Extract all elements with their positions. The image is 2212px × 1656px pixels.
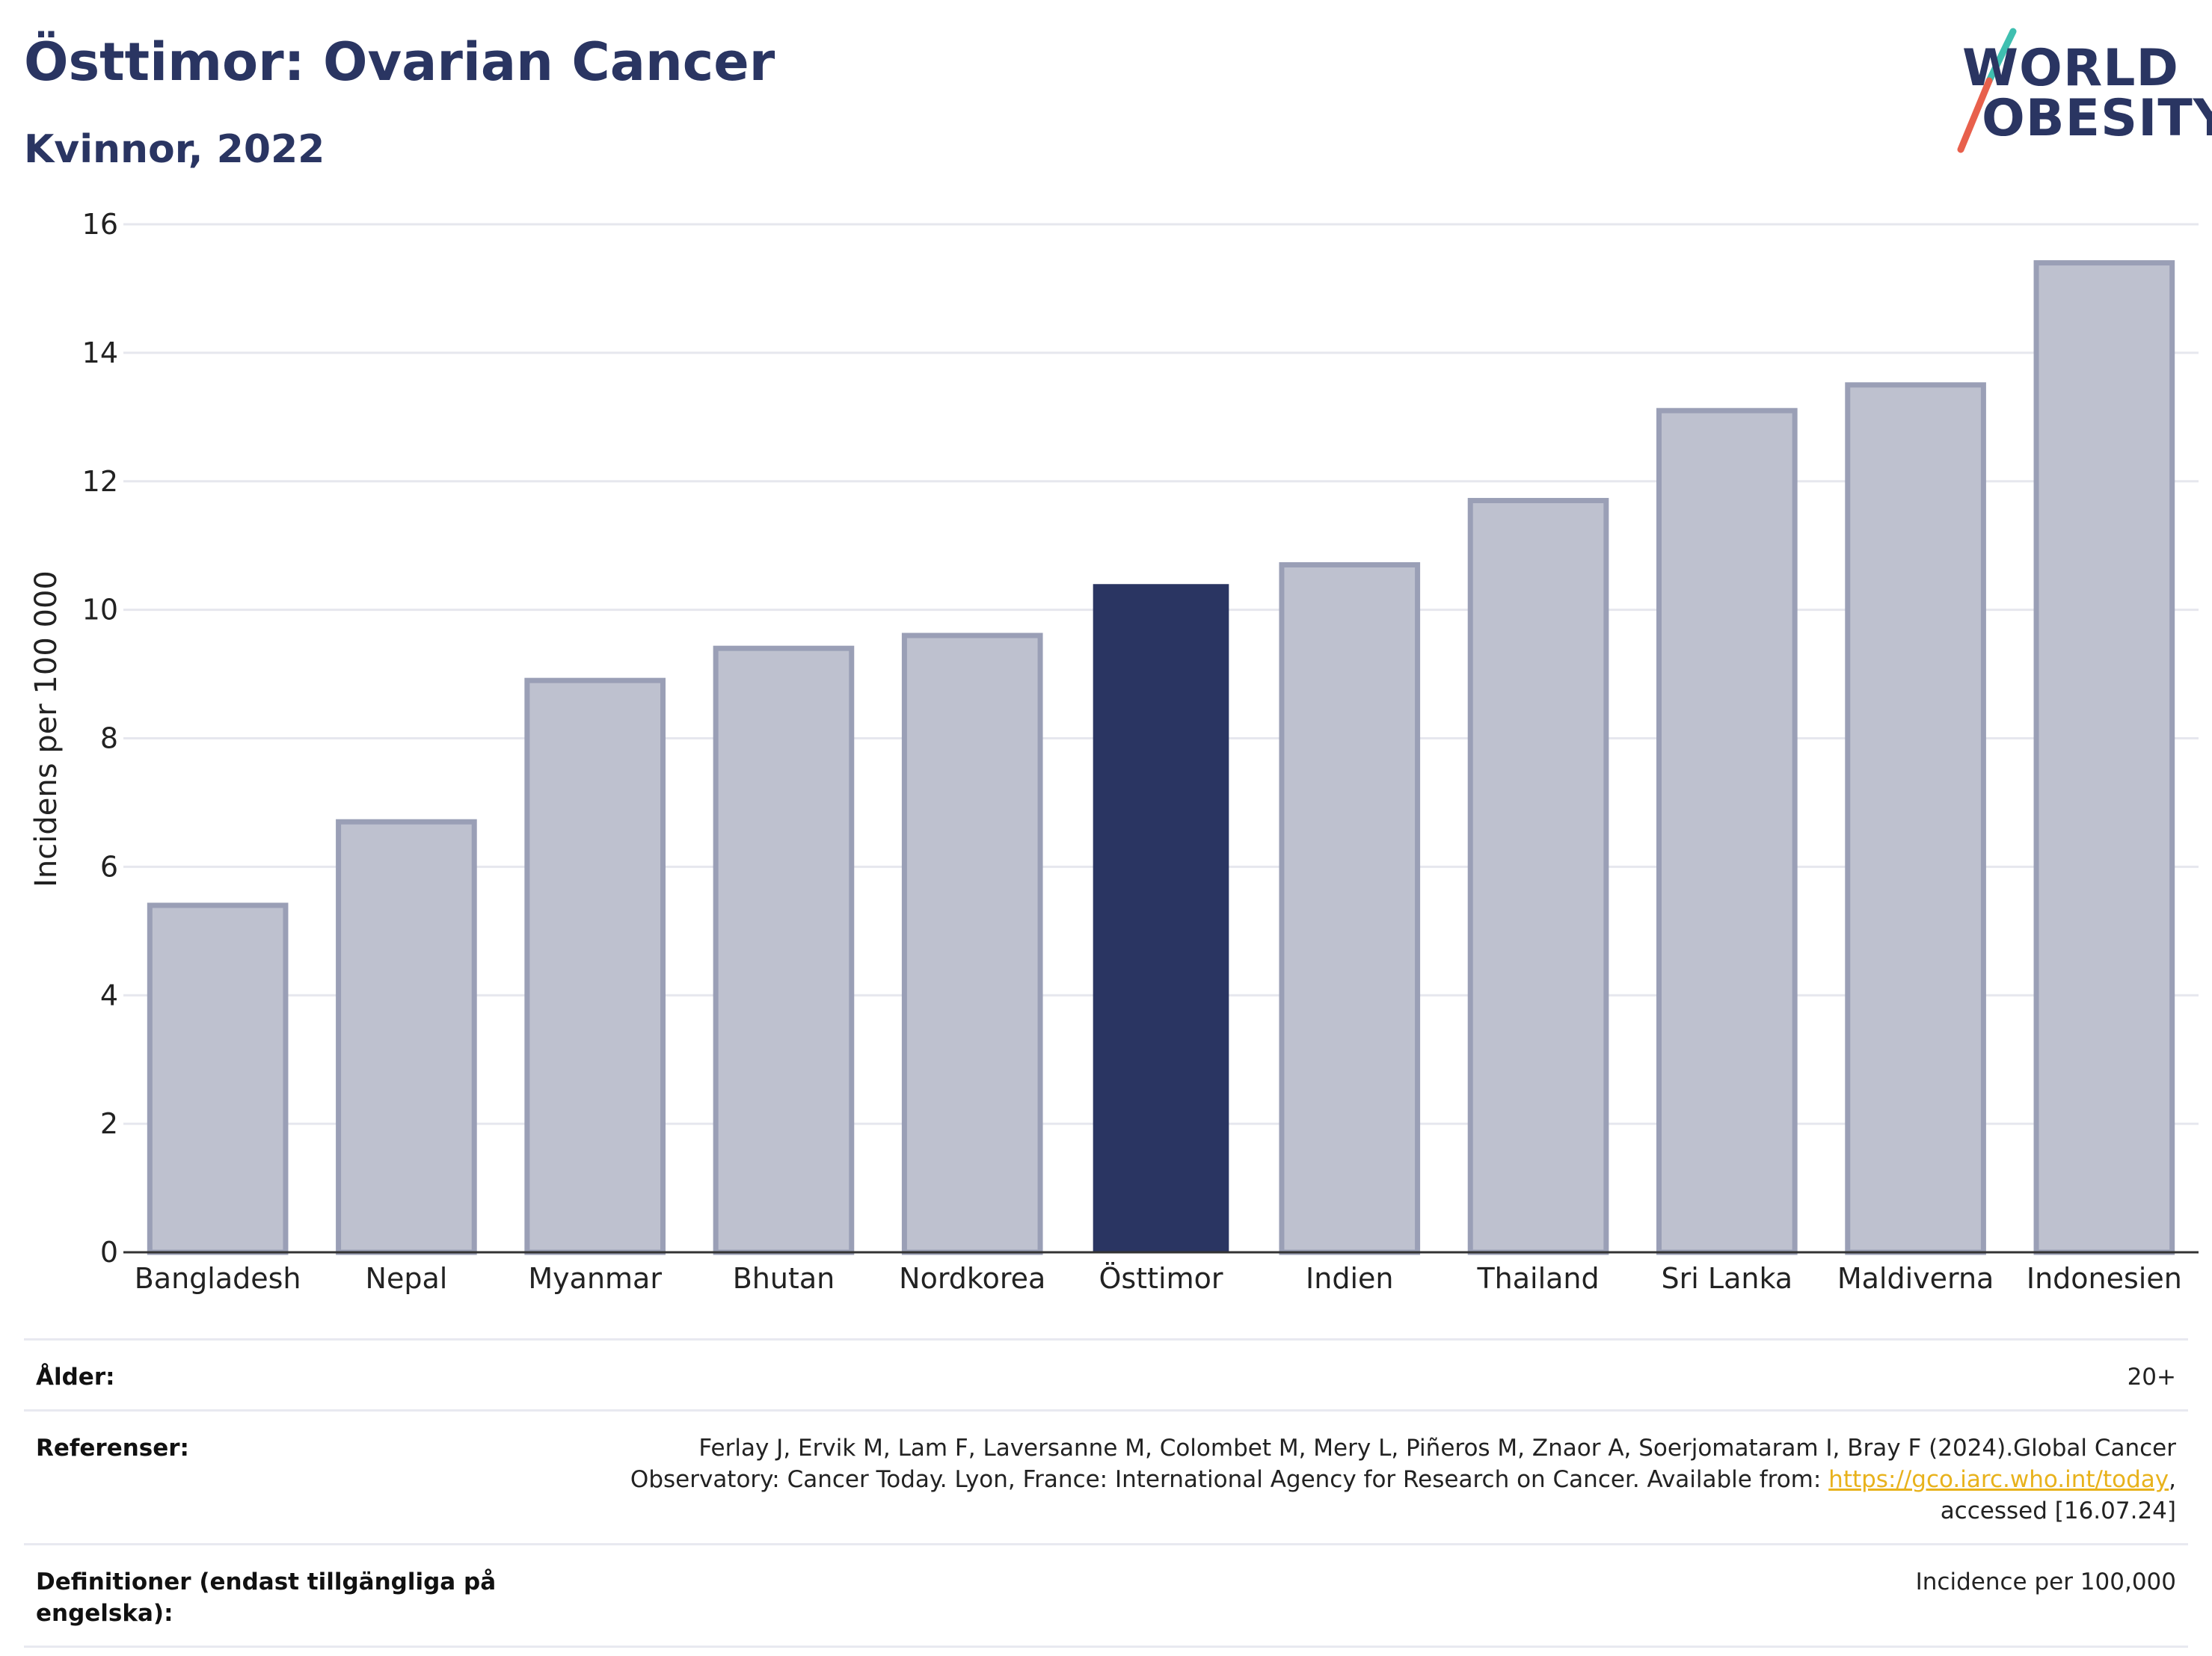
x-tick-label: Nepal: [366, 1262, 448, 1295]
y-tick-label: 0: [100, 1236, 118, 1269]
info-table: Ålder: 20+ Referenser: Ferlay J, Ervik M…: [24, 1338, 2188, 1648]
bar: [524, 677, 666, 1255]
bar-chart: 0 2 4 6 8 10 12 14 16 Bangladesh Nepal Myanmar Bhuta…: [29, 208, 2199, 1295]
bar: [147, 902, 289, 1255]
references-value: Ferlay J, Ervik M, Lam F, Laversanne M, …: [630, 1432, 2176, 1527]
bar: [1656, 407, 1798, 1255]
world-obesity-logo: WORLD OBESITY: [1944, 22, 2212, 157]
page-title: Östtimor: Ovarian Cancer: [24, 31, 775, 93]
y-tick-label: 4: [100, 979, 118, 1012]
bar: [1467, 498, 1609, 1255]
y-axis-title: Incidens per 100 000: [29, 570, 64, 887]
logo-text-world: WORLD: [1962, 39, 2179, 98]
reference-link[interactable]: https://gco.iarc.who.int/today: [1828, 1466, 2169, 1493]
bar: [2033, 260, 2175, 1255]
age-label: Ålder:: [36, 1364, 115, 1391]
bars: [147, 260, 2175, 1255]
bar: [901, 632, 1043, 1255]
y-tick-label: 10: [82, 594, 118, 627]
y-tick-label: 12: [82, 465, 118, 498]
references-label: Referenser:: [36, 1435, 189, 1462]
x-tick-label: Thailand: [1476, 1262, 1599, 1295]
reference-text-4: accessed [16.07.24]: [1940, 1498, 2176, 1524]
y-tick-label: 8: [100, 722, 118, 755]
x-tick-label: Bangladesh: [135, 1262, 301, 1295]
y-tick-label: 14: [82, 336, 118, 369]
y-tick-label: 16: [82, 208, 118, 241]
bar: [713, 645, 855, 1255]
x-tick-label: Östtimor: [1099, 1262, 1223, 1295]
logo-slash-icon: [1957, 28, 2017, 153]
x-tick-label: Myanmar: [528, 1262, 662, 1295]
axes: 0 2 4 6 8 10 12 14 16 Bangladesh Nepal Myanmar Bhuta…: [82, 208, 2199, 1295]
bar: [1845, 382, 1986, 1255]
definitions-label: Definitioner (endast tillgängliga på eng…: [36, 1569, 497, 1627]
x-tick-label: Nordkorea: [899, 1262, 1045, 1295]
info-row-age: Ålder: 20+: [24, 1341, 2188, 1412]
x-tick-label: Bhutan: [733, 1262, 835, 1295]
logo-text-obesity: OBESITY: [1982, 89, 2212, 148]
page-subtitle: Kvinnor, 2022: [24, 127, 325, 172]
x-tick-label: Indien: [1306, 1262, 1393, 1295]
bar: [336, 819, 477, 1255]
x-tick-label: Indonesien: [2027, 1262, 2182, 1295]
x-tick-label: Sri Lanka: [1662, 1262, 1793, 1295]
logo-slash-bottom: [1957, 77, 1993, 153]
x-tick-label: Maldiverna: [1837, 1262, 1994, 1295]
reference-text-1: Ferlay J, Ervik M, Lam F, Laversanne M, …: [698, 1435, 2176, 1462]
info-row-references: Referenser: Ferlay J, Ervik M, Lam F, La…: [24, 1412, 2188, 1545]
age-value: 20+: [2127, 1364, 2176, 1391]
definitions-value: Incidence per 100,000: [1915, 1569, 2176, 1595]
reference-text-2: Observatory: Cancer Today. Lyon, France:…: [630, 1466, 1829, 1493]
bar-highlight: [1093, 584, 1229, 1252]
y-tick-label: 6: [100, 850, 118, 883]
y-tick-label: 2: [100, 1107, 118, 1140]
reference-text-3: ,: [2169, 1466, 2176, 1493]
info-row-definitions: Definitioner (endast tillgängliga på eng…: [24, 1545, 2188, 1648]
bar: [1279, 561, 1421, 1255]
logo-slash-top: [1985, 28, 2017, 84]
